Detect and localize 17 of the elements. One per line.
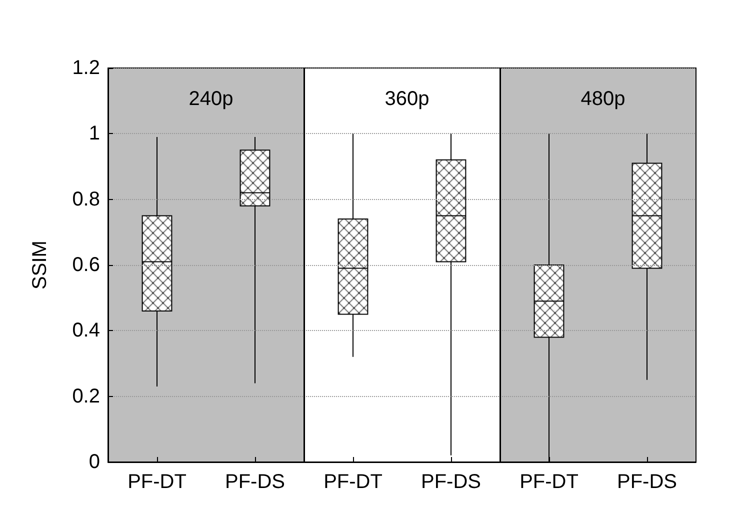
x-tick-label: PF-DS — [617, 471, 677, 493]
x-tick-label: PF-DT — [324, 471, 382, 493]
y-tick-label: 1 — [88, 122, 100, 145]
x-tick-label: PF-DT — [128, 471, 186, 493]
y-tick-label: 0.2 — [72, 385, 100, 408]
y-tick-label: 0.4 — [72, 320, 100, 342]
y-tick-label: 0 — [88, 451, 100, 473]
x-tick-label: PF-DS — [225, 471, 285, 493]
y-tick-label: 0.8 — [72, 188, 100, 210]
text: 240p — [188, 88, 234, 110]
y-tick-label: 0.6 — [72, 254, 100, 276]
text: 360p — [384, 88, 430, 110]
text: 480p — [580, 88, 626, 110]
y-axis-title: SSIM — [29, 240, 51, 290]
y-tick-label: 1.2 — [72, 57, 100, 79]
x-tick-label: PF-DS — [421, 471, 481, 493]
x-tick-label: PF-DT — [520, 471, 578, 493]
